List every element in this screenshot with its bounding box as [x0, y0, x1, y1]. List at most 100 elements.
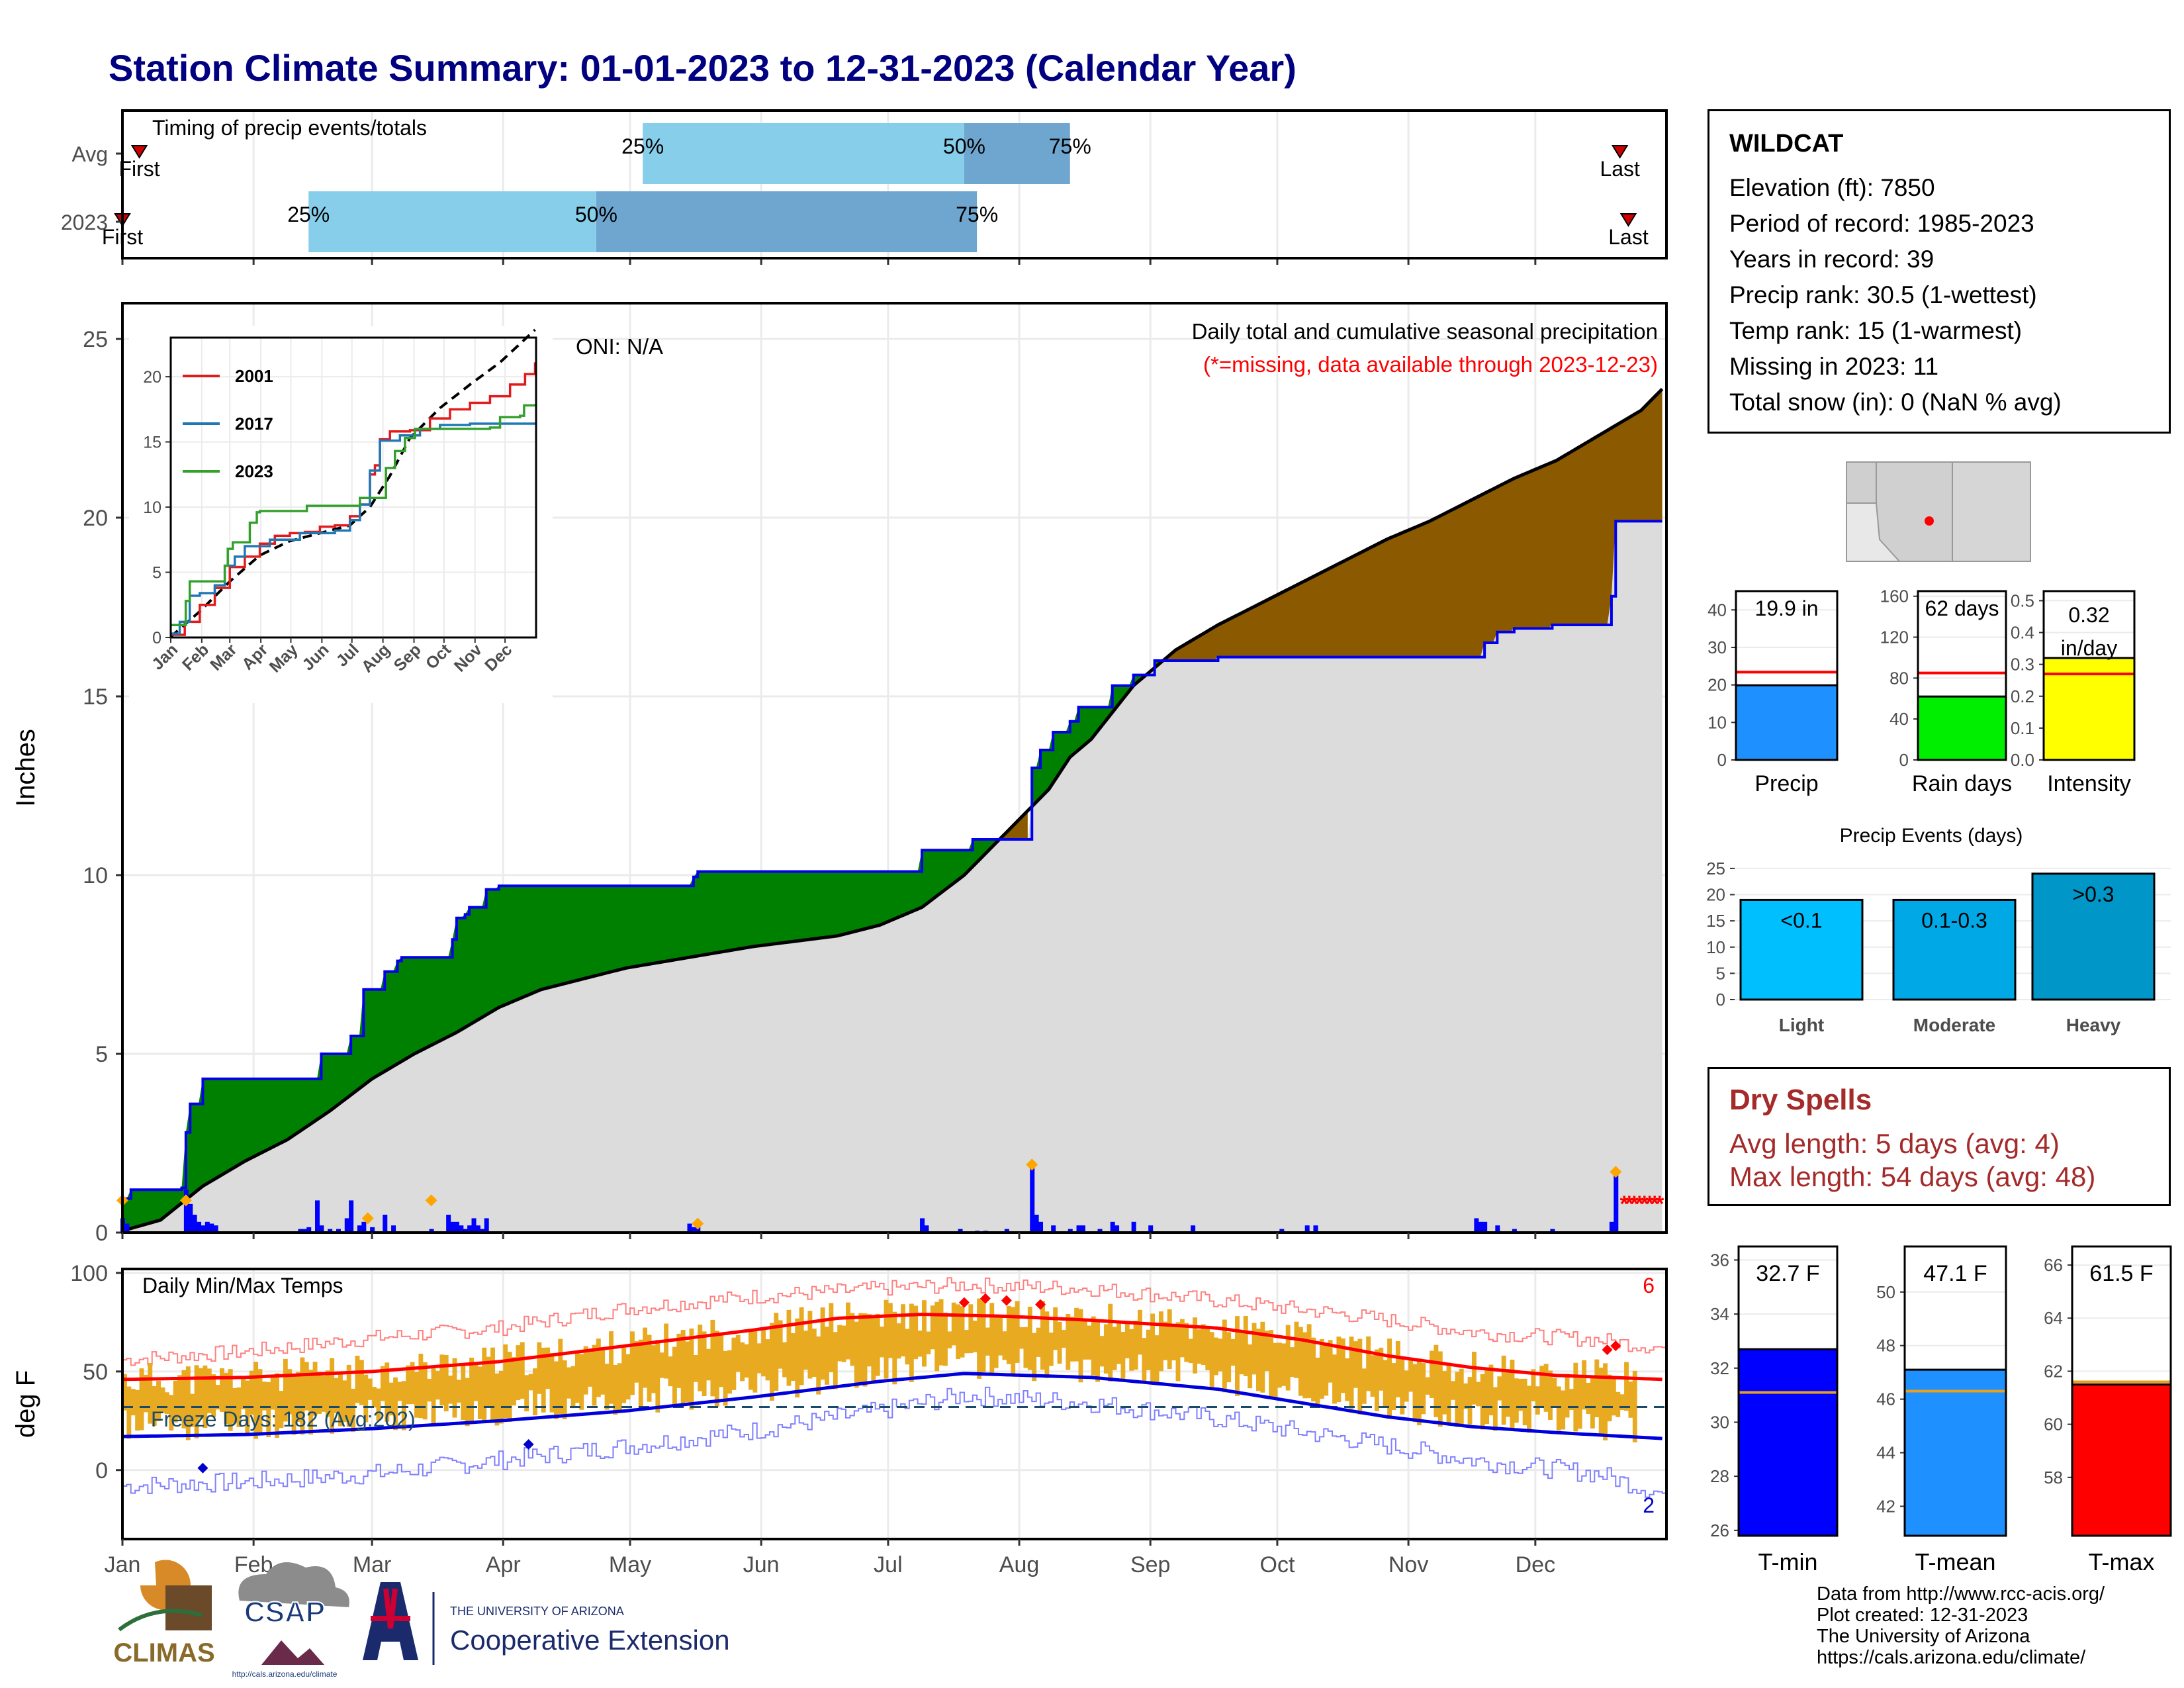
climas-logo-text: CLIMAS	[113, 1638, 214, 1667]
temp-daily-range-bar	[385, 1362, 390, 1422]
precip-daily-bar	[920, 1218, 925, 1233]
dry-spells-panel: Dry Spells Avg length: 5 days (avg: 4) M…	[1707, 1067, 2171, 1206]
precip-daily-bar	[1304, 1225, 1310, 1233]
temp-daily-range-bar	[1264, 1331, 1269, 1372]
temp-daily-range-bar	[719, 1335, 724, 1387]
temp-daily-range-bar	[1036, 1327, 1041, 1357]
temp-daily-range-bar	[1193, 1317, 1198, 1374]
timing-last-marker-label: Last	[1600, 157, 1640, 181]
temp-daily-range-bar	[367, 1378, 373, 1400]
temp-daily-range-bar	[1361, 1368, 1367, 1404]
temp-daily-range-bar	[1133, 1321, 1138, 1370]
precip-events-y-tick-label: 20	[1706, 885, 1725, 905]
temp-daily-range-bar	[579, 1354, 584, 1410]
temp-daily-range-bar	[1628, 1382, 1633, 1418]
credit-line: Data from http://www.rcc-acis.org/	[1817, 1583, 2105, 1605]
temp-daily-range-bar	[1590, 1378, 1595, 1429]
precip-event-marker	[1610, 1166, 1622, 1178]
temp-daily-range-bar	[647, 1335, 652, 1402]
temp-daily-range-bar	[862, 1313, 868, 1387]
temp-daily-range-bar	[981, 1300, 986, 1372]
temp-daily-range-bar	[1019, 1327, 1024, 1349]
summary-bar-chart: 0 40 80 120 160 62 days Rain days	[1880, 586, 2012, 796]
temp-daily-range-bar	[1611, 1376, 1616, 1416]
temp-daily-range-bar	[1387, 1338, 1392, 1419]
temp-daily-range-bar	[325, 1370, 330, 1417]
precip-daily-bar	[391, 1225, 396, 1233]
temp-daily-range-bar	[1518, 1378, 1524, 1411]
temp-daily-range-bar	[528, 1374, 533, 1391]
temp-daily-range-bar	[312, 1362, 318, 1416]
temp-daily-range-bar	[372, 1387, 377, 1408]
temp-daily-range-bar	[1142, 1338, 1147, 1382]
inset-plot-area	[171, 338, 536, 637]
temp-daily-range-bar	[461, 1365, 466, 1421]
temp-daily-range-bar	[807, 1311, 813, 1379]
precip-daily-bar	[383, 1215, 388, 1233]
temp-daily-range-bar	[702, 1331, 707, 1397]
temp-daily-range-bar	[206, 1368, 212, 1413]
temp-daily-range-bar	[1074, 1307, 1079, 1362]
temp-daily-range-bar	[1027, 1307, 1032, 1370]
precip-daily-bar	[1034, 1215, 1039, 1233]
precip-daily-bar	[1051, 1225, 1056, 1233]
temp-daily-range-bar	[1048, 1333, 1054, 1366]
temp-summary-bar	[2071, 1383, 2172, 1537]
temp-daily-range-bar	[811, 1329, 817, 1377]
temp-daily-range-bar	[1112, 1327, 1117, 1370]
temp-daily-range-bar	[1582, 1360, 1587, 1410]
temp-daily-range-bar	[148, 1362, 153, 1424]
temp-daily-range-bar	[1577, 1378, 1582, 1429]
temp-daily-range-bar	[1285, 1325, 1291, 1391]
summary-bar-chart: 0 10 20 30 40 19.9 in Precip	[1707, 590, 1839, 796]
temp-daily-range-bar	[1476, 1382, 1481, 1407]
temp-daily-range-bar	[135, 1389, 140, 1431]
temp-daily-range-bar	[456, 1380, 461, 1403]
temp-daily-range-bar	[880, 1327, 885, 1358]
temp-daily-range-bar	[744, 1344, 749, 1378]
precip-missing-marker: *	[1630, 1192, 1639, 1217]
temp-daily-range-bar	[1535, 1386, 1540, 1415]
precip-events-category: Light	[1779, 1015, 1824, 1035]
temp-daily-range-bar	[1273, 1342, 1278, 1397]
summary-y-tick-label: 40	[1707, 600, 1727, 620]
temp-daily-range-bar	[1543, 1364, 1549, 1412]
temp-summary-y-tick-label: 58	[2044, 1468, 2063, 1487]
precip-daily-bar	[1131, 1221, 1136, 1233]
precip-events-category: Heavy	[2066, 1015, 2121, 1035]
temp-daily-range-bar	[308, 1370, 314, 1435]
precip-2023-cumulative-line	[122, 520, 1662, 1200]
temp-frame	[121, 1268, 1668, 1540]
precip-daily-bar	[1076, 1225, 1081, 1233]
precip-daily-bar	[471, 1218, 477, 1233]
temp-daily-range-bar	[1057, 1321, 1062, 1364]
precip-daily-bar	[1614, 1175, 1619, 1233]
precip-daily-bar	[302, 1229, 307, 1233]
temp-daily-range-bar	[1421, 1363, 1426, 1415]
precip-daily-bar	[124, 1223, 130, 1233]
precip-missing-marker: *	[1635, 1192, 1644, 1217]
temp-daily-range-bar	[926, 1331, 931, 1354]
precip-daily-bar	[1279, 1229, 1285, 1233]
temp-daily-range-bar	[1332, 1354, 1337, 1404]
precip-note: (*=missing, data available through 2023-…	[1203, 352, 1658, 377]
precip-daily-bar	[1030, 1161, 1035, 1233]
temp-daily-range-bar	[917, 1331, 923, 1357]
temp-daily-range-bar	[956, 1304, 961, 1360]
precip-y-axis-label: Inches	[11, 729, 40, 807]
inset-series-line	[171, 404, 537, 627]
station-snow: Total snow (in): 0 (NaN % avg)	[1729, 389, 2062, 416]
temp-summary-category: T-max	[2088, 1548, 2154, 1575]
temp-daily-range-bar	[651, 1345, 656, 1393]
temp-daily-range-bar	[765, 1339, 770, 1381]
temp-daily-range-bar	[574, 1352, 580, 1403]
precip-daily-bar	[1474, 1218, 1479, 1233]
temp-record-high-marker	[1602, 1344, 1613, 1356]
temp-daily-range-bar	[799, 1307, 804, 1385]
timing-frame	[121, 109, 1668, 259]
temp-daily-range-bar	[300, 1357, 305, 1435]
temp-daily-range-bar	[1501, 1355, 1506, 1425]
temp-daily-range-bar	[1248, 1344, 1253, 1389]
temp-daily-range-bar	[190, 1393, 195, 1427]
temp-daily-range-bar	[1158, 1311, 1163, 1372]
